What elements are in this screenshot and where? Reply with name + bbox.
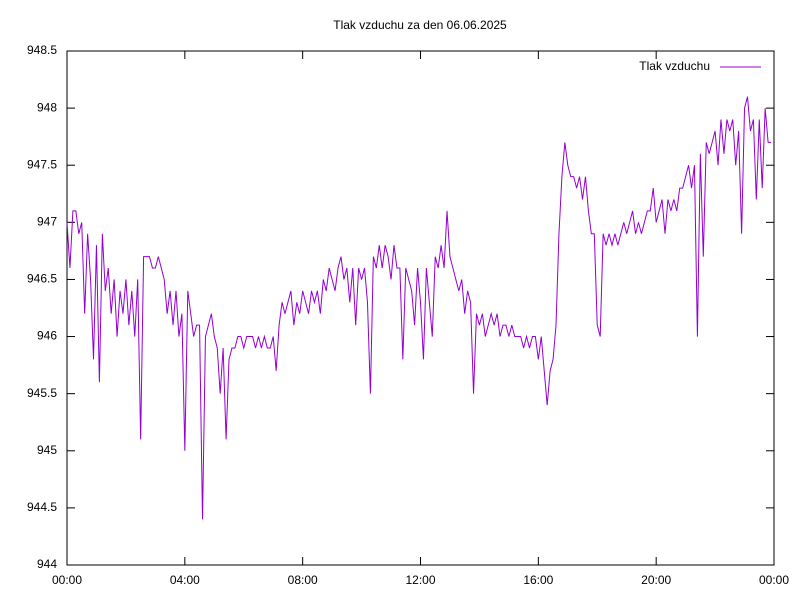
x-tick-label: 08:00 <box>288 573 318 587</box>
x-tick-label: 00:00 <box>759 573 789 587</box>
y-tick-label: 948.5 <box>27 43 57 57</box>
x-tick-label: 00:00 <box>52 573 82 587</box>
y-tick-label: 948 <box>37 100 57 114</box>
x-tick-label: 20:00 <box>641 573 671 587</box>
y-tick-label: 946.5 <box>27 272 57 286</box>
chart-title: Tlak vzduchu za den 06.06.2025 <box>333 18 507 32</box>
y-tick-label: 947 <box>37 215 57 229</box>
y-tick-label: 945.5 <box>27 386 57 400</box>
y-tick-label: 945 <box>37 443 57 457</box>
x-tick-label: 12:00 <box>405 573 435 587</box>
x-tick-label: 16:00 <box>523 573 553 587</box>
x-tick-label: 04:00 <box>170 573 200 587</box>
y-tick-label: 946 <box>37 329 57 343</box>
y-tick-label: 947.5 <box>27 157 57 171</box>
series-line <box>66 96 772 520</box>
y-tick-label: 944.5 <box>27 500 57 514</box>
y-tick-label: 944 <box>37 557 57 571</box>
legend-label: Tlak vzduchu <box>639 59 710 73</box>
